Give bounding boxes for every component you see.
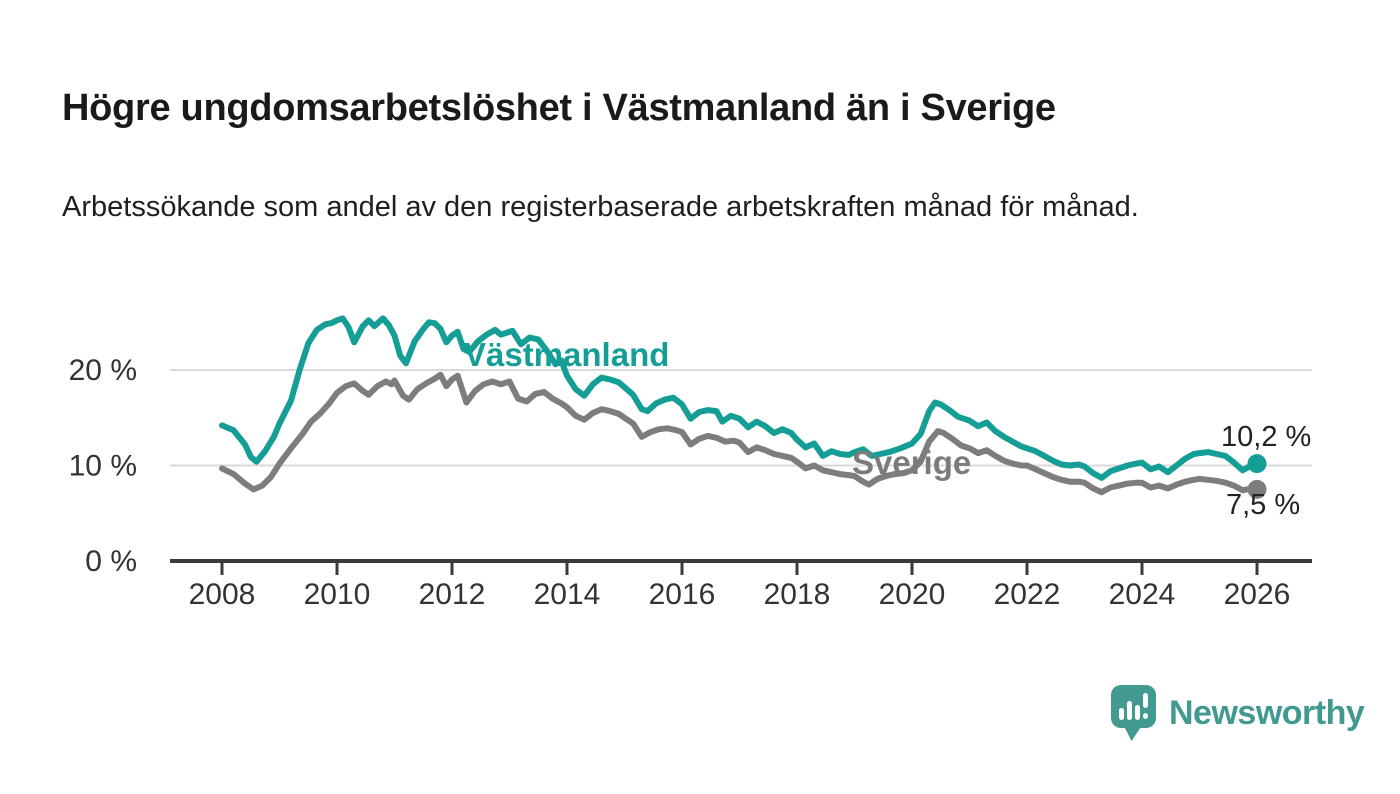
x-axis-tick-label: 2024 [1109,578,1176,611]
y-axis-tick-label: 10 % [69,450,137,483]
vstmanland-line [219,315,1260,481]
end-value-vastmanland: 10,2 % [1221,421,1312,453]
x-axis-tick-label: 2010 [304,578,371,611]
newsworthy-logo-text: Newsworthy [1169,693,1365,732]
x-axis-tick-label: 2016 [649,578,716,611]
chart-subtitle: Arbetssökande som andel av den registerb… [62,191,1139,223]
x-axis-tick-label: 2018 [764,578,831,611]
y-axis-tick-label: 0 % [85,545,137,578]
page-title: Högre ungdomsarbetslöshet i Västmanland … [62,87,1056,130]
newsworthy-logo-icon [1111,685,1156,741]
sverige-end-dot [1247,479,1267,499]
x-axis-tick-label: 2020 [879,578,946,611]
y-axis-tick-label: 20 % [69,354,137,387]
x-axis-tick-label: 2026 [1224,578,1291,611]
x-axis-tick-label: 2012 [419,578,486,611]
x-axis-tick-label: 2022 [994,578,1061,611]
newsworthy-logo: Newsworthy [1110,684,1365,742]
x-axis-tick-label: 2014 [534,578,601,611]
sverige-line [219,371,1260,496]
series-label-sverige: Sverige [852,444,972,481]
series-label-vastmanland: Västmanland [464,336,670,373]
x-axis-tick-label: 2008 [189,578,256,611]
vstmanland-end-dot [1247,454,1267,474]
end-value-sverige: 7,5 % [1226,489,1301,521]
